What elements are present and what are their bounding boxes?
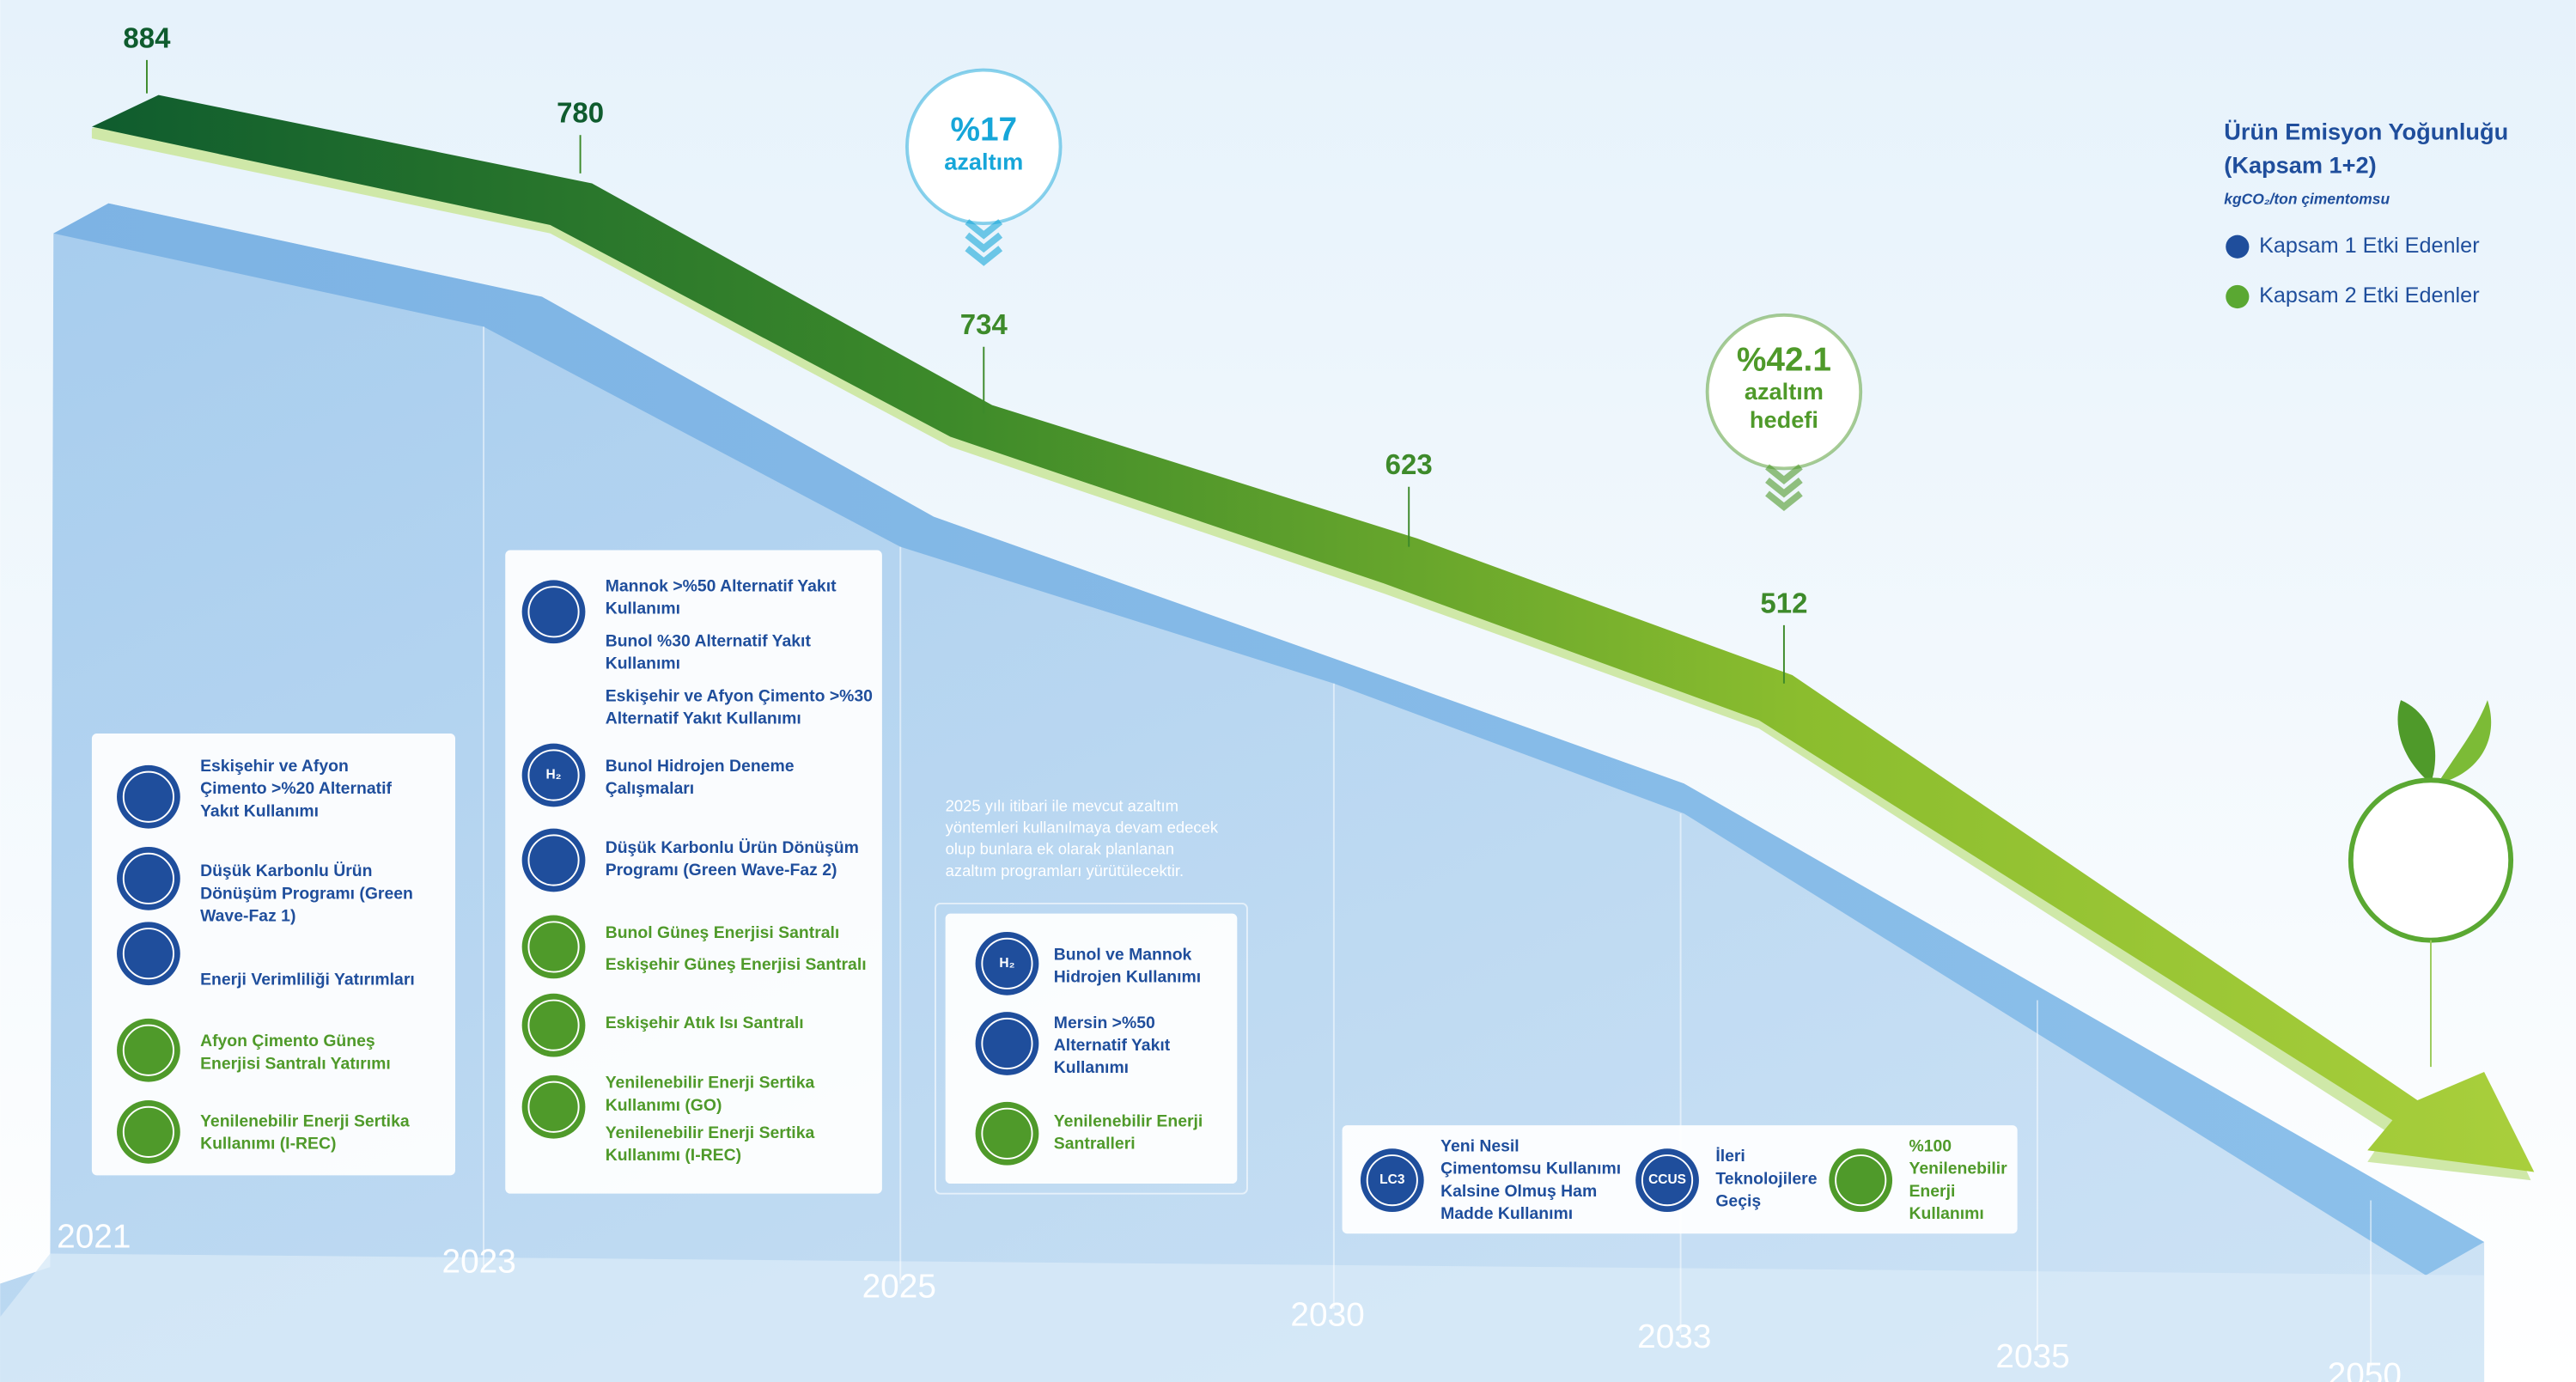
action-text: Bunol ve Mannok	[1054, 945, 1192, 964]
action-text: Alternatif Yakıt	[1054, 1036, 1171, 1055]
action-text: Düşük Karbonlu Ürün Dönüşüm	[606, 837, 859, 857]
year-label: 2050	[2328, 1356, 2402, 1382]
action-text: Yakıt Kullanımı	[200, 801, 319, 820]
action-icon	[522, 1075, 586, 1139]
milestone-value: 734	[960, 308, 1008, 340]
action-text: Çimento >%20 Alternatif	[200, 779, 392, 798]
legend-title: Ürün Emisyon Yoğunluğu	[2224, 118, 2508, 144]
note-text: azaltım programları yürütülecektir.	[946, 861, 1184, 880]
badge-text: azaltım	[1745, 378, 1824, 405]
action-text: Kullanımı	[606, 600, 680, 618]
action-text: Geçiş	[1715, 1192, 1761, 1211]
badge-percent: %42.1	[1737, 341, 1831, 378]
action-text: Eskişehir ve Afyon Çimento >%30	[606, 686, 873, 705]
action-icon	[976, 1102, 1039, 1166]
infographic: 2021 2023 2025 2030 2033 2035 2050 884 780 734 623…	[0, 0, 2576, 1382]
year-label: 2030	[1290, 1297, 1364, 1334]
action-text: Yeni Nesil	[1440, 1136, 1519, 1155]
action-text: Alternatif Yakıt Kullanımı	[606, 709, 801, 728]
action-text: Bunol %30 Alternatif Yakıt	[606, 631, 812, 650]
year-label: 2021	[57, 1218, 131, 1255]
badge-percent: %17	[950, 112, 1017, 149]
action-icon	[117, 922, 180, 985]
action-text: Kullanımı	[1909, 1204, 1983, 1223]
milestone-value: 623	[1385, 448, 1433, 480]
legend-dot	[2226, 285, 2249, 308]
note-text: 2025 yılı itibari ile mevcut azaltım	[946, 796, 1178, 814]
action-text: Kullanımı (I-REC)	[606, 1146, 741, 1165]
milestone-value: 512	[1760, 587, 1807, 618]
action-icon	[522, 994, 586, 1057]
action-text: Eskişehir Güneş Enerjisi Santralı	[606, 955, 867, 974]
action-text: Bunol Hidrojen Deneme	[606, 757, 795, 776]
year-label: 2023	[442, 1243, 515, 1280]
legend-title: (Kapsam 1+2)	[2224, 151, 2376, 178]
action-text: Bunol Güneş Enerjisi Santralı	[606, 923, 840, 942]
year-label: 2035	[1995, 1338, 2069, 1375]
action-icon	[522, 829, 586, 892]
legend-unit: kgCO₂/ton çimentomsu	[2224, 191, 2390, 208]
action-text: Madde Kullanımı	[1440, 1204, 1573, 1223]
action-text: Teknolojilere	[1715, 1169, 1817, 1188]
action-text: Kullanımı	[1054, 1058, 1129, 1077]
action-text: Mersin >%50	[1054, 1014, 1155, 1032]
action-text: Eskişehir ve Afyon	[200, 757, 349, 776]
action-icon	[117, 765, 180, 829]
action-text: Hidrojen Kullanımı	[1054, 967, 1201, 986]
action-text: Enerji	[1909, 1182, 1955, 1201]
action-icon	[522, 916, 586, 979]
action-text: Yenilenebilir Enerji Sertika	[606, 1074, 815, 1093]
action-text: Dönüşüm Programı (Green	[200, 884, 413, 903]
action-text: Kullanımı (GO)	[606, 1096, 722, 1115]
action-text: Yenilenebilir Enerji Sertika	[606, 1123, 815, 1142]
milestone-value: 780	[557, 97, 604, 129]
action-text: Kalsine Olmuş Ham	[1440, 1182, 1597, 1201]
legend-label: Kapsam 2 Etki Edenler	[2259, 283, 2480, 307]
action-text: Enerjisi Santralı Yatırımı	[200, 1054, 391, 1073]
year-label: 2025	[862, 1269, 936, 1306]
action-icon	[1829, 1148, 1892, 1212]
action-text: Yenilenebilir Enerji Sertika	[200, 1111, 410, 1130]
action-text: Kullanımı (I-REC)	[200, 1135, 336, 1154]
badge-text: azaltım	[944, 148, 1023, 174]
action-text: İleri	[1715, 1146, 1745, 1166]
action-text: Programı (Green Wave-Faz 2)	[606, 861, 837, 880]
badge-text: hedefi	[1750, 406, 1818, 433]
action-text: Yenilenebilir	[1909, 1160, 2007, 1178]
action-text: Enerji Verimliliği Yatırımları	[200, 970, 415, 989]
action-text: Çalışmaları	[606, 779, 694, 798]
note-text: olup bunlara ek olarak planlanan	[946, 840, 1174, 858]
note-text: yöntemleri kullanılmaya devam edecek	[946, 818, 1219, 836]
year-label: 2033	[1637, 1318, 1711, 1355]
icon-label: H₂	[545, 768, 561, 782]
legend-dot	[2226, 235, 2249, 259]
action-text: Santralleri	[1054, 1135, 1136, 1154]
action-text: %100	[1909, 1136, 1952, 1155]
action-text: Yenilenebilir Enerji	[1054, 1111, 1203, 1130]
action-icon	[117, 847, 180, 910]
action-text: Çimentomsu Kullanımı	[1440, 1160, 1621, 1178]
action-text: Afyon Çimento Güneş	[200, 1032, 375, 1050]
milestone-value: 884	[123, 21, 171, 53]
legend-label: Kapsam 1 Etki Edenler	[2259, 234, 2480, 258]
floor	[0, 1254, 2484, 1382]
action-text: Mannok >%50 Alternatif Yakıt	[606, 576, 837, 595]
icon-label: LC3	[1379, 1172, 1405, 1187]
action-text: Düşük Karbonlu Ürün	[200, 861, 372, 880]
action-text: Kullanımı	[606, 654, 680, 673]
action-icon	[117, 1019, 180, 1082]
icon-label: H₂	[999, 956, 1014, 971]
action-icon	[522, 580, 586, 643]
action-icon	[117, 1100, 180, 1164]
icon-label: CCUS	[1648, 1172, 1686, 1187]
action-text: Wave-Faz 1)	[200, 907, 295, 926]
action-text: Eskişehir Atık Isı Santralı	[606, 1014, 804, 1032]
action-icon	[976, 1012, 1039, 1075]
